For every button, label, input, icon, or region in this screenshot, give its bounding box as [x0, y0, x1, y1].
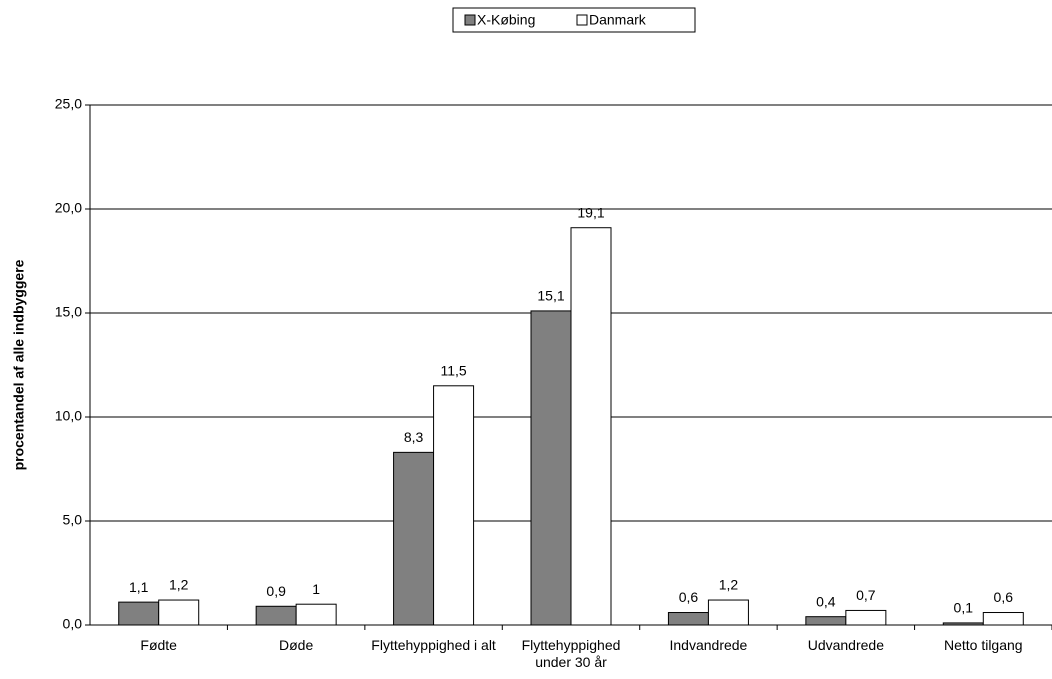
value-label: 0,4	[816, 593, 836, 609]
x-tick-label: Fødte	[140, 637, 177, 653]
value-label: 11,5	[440, 363, 466, 379]
x-tick-label: Døde	[279, 637, 314, 653]
y-tick-label: 15,0	[55, 304, 82, 320]
value-label: 1,1	[129, 579, 149, 595]
bar	[295, 603, 337, 626]
x-tick-label: Indvandrede	[669, 637, 748, 653]
bar	[805, 616, 847, 626]
bar	[255, 605, 297, 626]
value-label: 0,7	[856, 587, 876, 603]
legend-swatch	[576, 14, 588, 26]
value-label: 1,2	[719, 577, 739, 593]
bar	[707, 599, 749, 626]
bar	[982, 612, 1024, 626]
legend-label: Danmark	[589, 12, 647, 28]
value-label: 0,6	[679, 589, 699, 605]
x-tick-label: Udvandrede	[807, 637, 884, 653]
x-tick-label: Flyttehyppighed under 30 år	[521, 637, 621, 670]
y-tick-label: 5,0	[63, 512, 83, 528]
bar	[667, 612, 709, 626]
bar	[530, 310, 572, 626]
legend-swatch	[464, 14, 476, 26]
bar	[393, 451, 435, 626]
value-label: 0,9	[266, 583, 286, 599]
value-label: 19,1	[577, 204, 604, 220]
y-tick-label: 10,0	[55, 408, 82, 424]
legend-label: X-Købing	[477, 12, 535, 28]
bar	[570, 227, 612, 626]
value-label: 0,1	[954, 600, 974, 616]
bar	[118, 601, 160, 626]
y-tick-label: 20,0	[55, 200, 82, 216]
legend-box	[452, 7, 696, 33]
x-tick-label: Flyttehyppighed i alt	[371, 637, 496, 653]
value-label: 8,3	[404, 429, 424, 445]
x-tick-label: Netto tilgang	[943, 637, 1023, 653]
value-label: 15,1	[537, 288, 564, 304]
value-label: 0,6	[994, 589, 1014, 605]
bar	[158, 599, 200, 626]
y-tick-label: 0,0	[63, 616, 83, 632]
value-label: 1	[312, 581, 320, 597]
bar	[942, 622, 984, 626]
value-label: 1,2	[169, 577, 189, 593]
y-tick-label: 25,0	[55, 96, 82, 112]
bar	[433, 385, 475, 626]
y-axis-label: procentandel af alle indbyggere	[11, 259, 27, 470]
bar	[845, 609, 887, 626]
